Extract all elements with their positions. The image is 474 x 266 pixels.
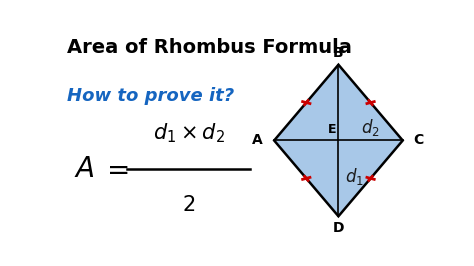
- Text: C: C: [414, 134, 424, 147]
- Text: How to prove it?: How to prove it?: [66, 87, 234, 105]
- Text: $=$: $=$: [101, 155, 129, 183]
- Text: $2$: $2$: [182, 195, 195, 215]
- Text: Area of Rhombus Formula: Area of Rhombus Formula: [66, 38, 352, 57]
- Text: $d_2$: $d_2$: [361, 117, 380, 138]
- Text: B: B: [333, 46, 344, 60]
- Text: $d_1$: $d_1$: [345, 166, 364, 187]
- Text: $A$: $A$: [74, 155, 94, 183]
- Text: A: A: [252, 134, 263, 147]
- Text: E: E: [328, 123, 337, 136]
- Polygon shape: [274, 65, 403, 216]
- Text: D: D: [333, 221, 344, 235]
- Text: $d_1 \times d_2$: $d_1 \times d_2$: [153, 122, 225, 145]
